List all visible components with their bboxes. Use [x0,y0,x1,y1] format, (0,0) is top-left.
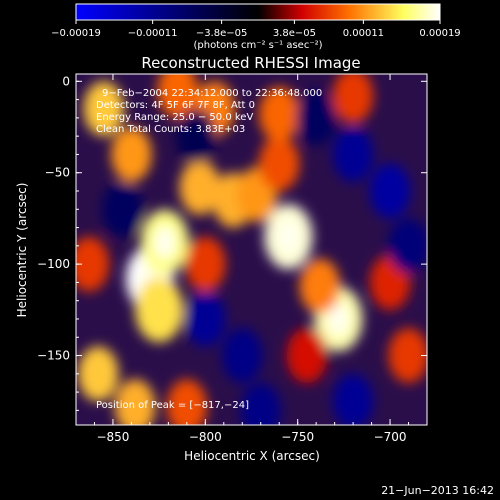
colorbar: −0.00019 −0.00011 −3.8e−05 3.8e−05 0.00011 0.… [51,3,461,51]
heatmap-source [240,382,282,425]
heatmap-source [332,74,374,124]
heatmap-source [101,181,143,237]
heatmap-source [388,328,427,383]
y-tick-label: 0 [62,74,70,88]
heatmap-source [332,127,374,182]
plot-frame [75,73,428,426]
y-axis-label: Heliocentric Y (arcsec) [15,183,29,318]
heatmap-source [295,90,337,146]
chart-title: Reconstructed RHESSI Image [141,54,360,72]
heatmap-source [114,379,156,425]
heatmap-source [111,127,152,182]
x-tick-label: −750 [281,430,314,444]
heatmap-source [184,236,226,292]
x-axis-label: Heliocentric X (arcsec) [184,449,320,463]
colorbar-tick-label: 0.00011 [343,28,384,39]
heatmap-source [135,277,184,343]
heatmap-source-core [327,302,350,336]
heatmap-source [332,373,374,425]
colorbar-tick-label: −0.00019 [51,28,101,39]
y-tick-label: −50 [45,166,70,180]
annotations: 9−Feb−2004 22:34:12.000 to 22:36:48.000D… [96,88,322,135]
colorbar-gradient [75,3,441,21]
heatmap-source [369,163,411,219]
x-tick-label: −800 [189,430,222,444]
annotation-line: Clean Total Counts: 3.83E+03 [96,124,245,135]
colorbar-unit-label: (photons cm⁻² s⁻¹ asec⁻²) [193,40,322,51]
plot-area [76,74,427,425]
heatmap-source [77,346,119,402]
colorbar-tick-label: −0.00011 [128,28,178,39]
x-axis: −850 −800 −750 −700 [93,74,428,444]
colorbar-tick-label: 0.00019 [419,28,460,39]
y-tick-label: −100 [37,257,70,271]
heatmap-source-core [277,219,300,254]
heatmap-source [76,236,110,292]
x-tick-label: −700 [374,430,407,444]
annotation-line: 9−Feb−2004 22:34:12.000 to 22:36:48.000 [102,88,322,99]
timestamp: 21−Jun−2013 16:42 [381,484,494,497]
colorbar-tick-label: 3.8e−05 [273,28,316,39]
y-axis: 0 −50 −100 −150 [37,74,427,411]
heatmap-source [221,328,263,383]
annotation-line: Detectors: 4F 5F 6F 7F 8F, Att 0 [96,100,255,111]
y-tick-label: −150 [37,349,70,363]
heatmap-source [175,108,217,164]
heatmap-source [258,136,300,192]
heatmap-source-core [153,225,176,259]
heatmap-source [166,379,208,425]
heatmap-source [299,258,341,314]
x-tick-label: −850 [96,430,129,444]
heatmap-source [157,74,198,118]
heatmap-source [258,86,300,142]
heatmap-source [286,328,328,383]
peak-position-label: Position of Peak = [−817,−24] [96,400,249,411]
heatmap-source [388,218,427,274]
heatmap-source [83,81,125,137]
heatmap-source [179,159,221,215]
colorbar-tick-label: −3.8e−05 [196,28,248,39]
heatmap-source [184,291,226,347]
annotation-line: Energy Range: 25.0 − 50.0 keV [96,112,253,123]
